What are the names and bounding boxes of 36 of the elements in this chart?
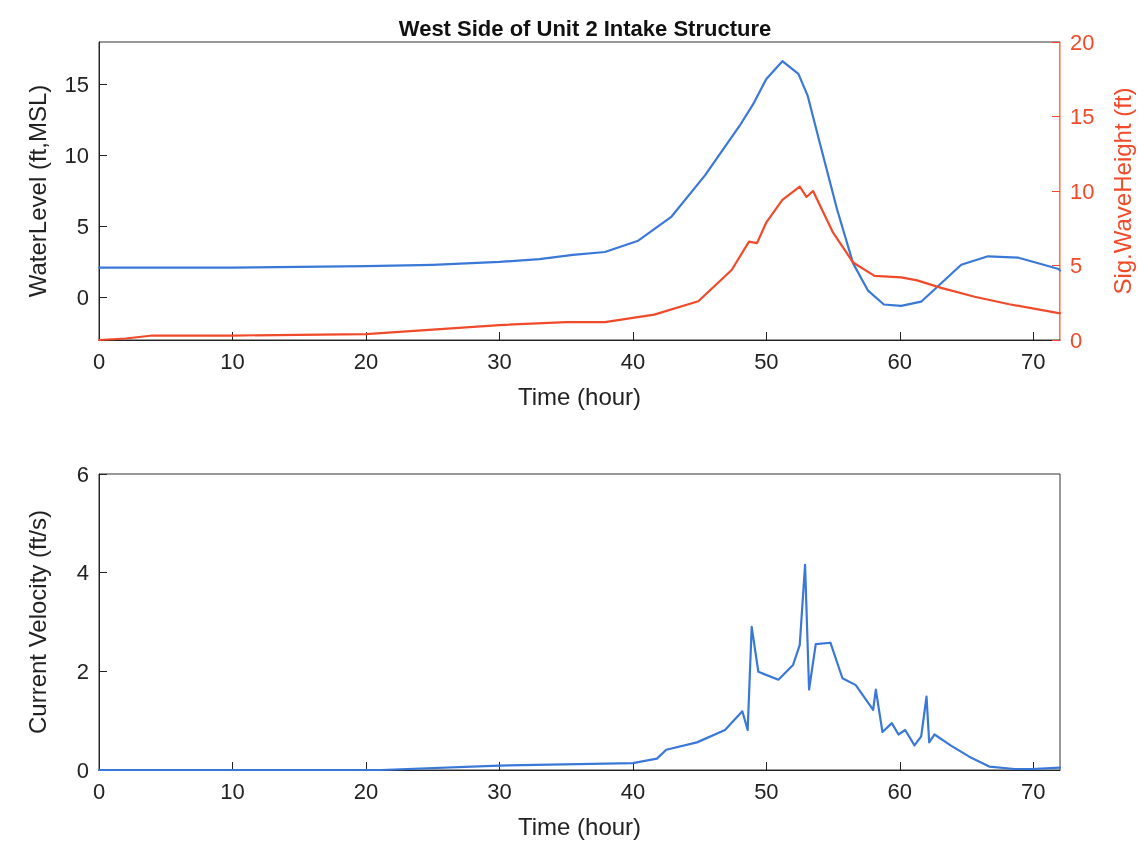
y-tick-label: 2 (76, 658, 89, 684)
x-tick-label: 50 (754, 778, 779, 804)
x-tick-label: 10 (220, 778, 245, 804)
x-tick-label: 70 (1021, 348, 1046, 374)
x-tick-label: 60 (887, 778, 913, 804)
y-tick-label: 4 (76, 560, 89, 586)
x-tick-label: 10 (220, 348, 245, 374)
x-tick-label: 0 (92, 348, 106, 374)
y-axis-title: WaterLevel (ft,MSL) (23, 84, 51, 298)
x-tick-label: 60 (887, 348, 913, 374)
x-tick-label: 70 (1021, 778, 1046, 804)
y-tick-label: 15 (64, 72, 89, 98)
y-axis-title: Current Velocity (ft/s) (23, 509, 51, 735)
chart-title: West Side of Unit 2 Intake Structure (398, 15, 772, 41)
x-axis-title: Time (hour) (517, 812, 642, 840)
y2-tick-label: 0 (1070, 327, 1083, 353)
x-tick-label: 40 (620, 348, 646, 374)
y2-tick-label: 10 (1070, 178, 1095, 204)
y-tick-label: 0 (76, 284, 89, 310)
y2-tick-label: 15 (1070, 104, 1095, 129)
y-tick-label: 0 (76, 757, 89, 783)
y-tick-label: 5 (76, 213, 89, 239)
y-tick-label: 6 (76, 461, 89, 487)
x-tick-label: 30 (487, 348, 512, 374)
line-series (97, 60, 1062, 308)
x-tick-label: 50 (754, 348, 779, 374)
x-tick-label: 30 (487, 778, 512, 804)
x-tick-label: 20 (353, 778, 379, 804)
x-tick-label: 40 (620, 778, 646, 804)
x-axis-title: Time (hour) (517, 382, 642, 410)
y2-tick-label: 20 (1070, 29, 1095, 55)
y-tick-label: 10 (64, 143, 89, 169)
x-tick-label: 20 (353, 348, 379, 374)
y2-axis-title: Sig.WaveHeight (ft) (1108, 87, 1136, 295)
y2-tick-label: 5 (1070, 253, 1083, 278)
x-tick-label: 0 (92, 778, 106, 804)
